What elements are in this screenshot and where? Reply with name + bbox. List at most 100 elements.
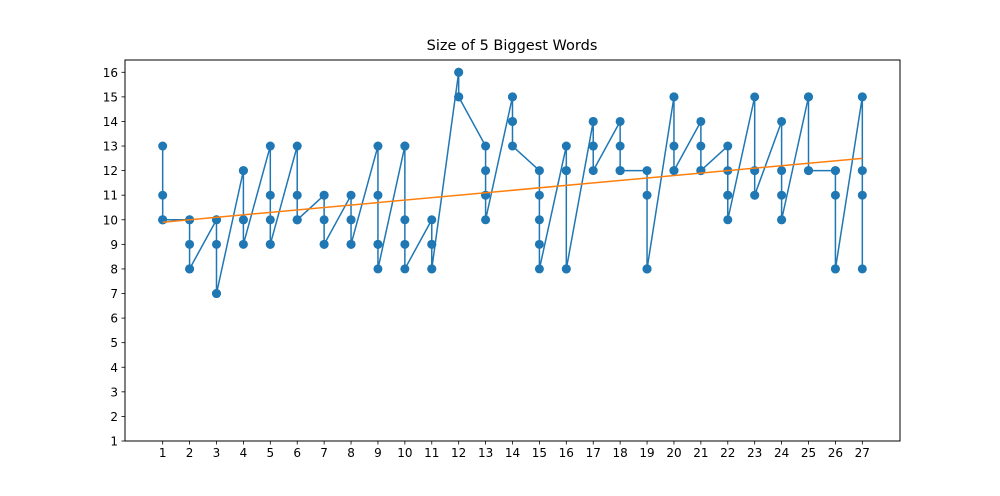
x-tick-label: 17 — [586, 446, 601, 460]
x-tick-label: 8 — [347, 446, 355, 460]
data-point — [588, 116, 598, 126]
data-point — [615, 116, 625, 126]
data-point — [561, 264, 571, 274]
data-point — [292, 141, 302, 151]
data-point — [508, 141, 517, 151]
x-tick-label: 26 — [828, 446, 843, 460]
data-point — [615, 141, 625, 151]
data-point — [292, 215, 302, 225]
x-tick-label: 22 — [720, 446, 735, 460]
x-tick-label: 6 — [293, 446, 301, 460]
data-point — [642, 166, 652, 176]
x-tick-label: 19 — [639, 446, 654, 460]
data-point — [830, 264, 840, 274]
y-tick-label: 5 — [110, 336, 118, 350]
data-point — [265, 141, 275, 151]
y-tick-label: 9 — [110, 238, 118, 252]
data-point — [238, 239, 248, 249]
data-point — [158, 141, 168, 151]
x-tick-label: 4 — [240, 446, 248, 460]
data-point — [642, 190, 652, 200]
x-tick-label: 18 — [612, 446, 627, 460]
data-point — [534, 190, 544, 200]
x-tick-label: 12 — [451, 446, 466, 460]
data-point — [696, 116, 706, 126]
data-point — [454, 67, 464, 77]
data-point — [777, 190, 787, 200]
data-point — [346, 239, 356, 249]
series-layer — [158, 67, 867, 299]
data-point — [777, 215, 787, 225]
data-point — [508, 116, 517, 126]
data-point — [508, 92, 517, 102]
data-point — [454, 92, 464, 102]
data-point — [615, 166, 625, 176]
data-point — [830, 190, 840, 200]
data-point — [211, 289, 221, 299]
x-tick-label: 24 — [774, 446, 789, 460]
x-tick-label: 5 — [266, 446, 274, 460]
data-point — [373, 190, 383, 200]
x-tick-label: 14 — [505, 446, 520, 460]
y-tick-label: 3 — [110, 385, 118, 399]
data-point — [588, 141, 598, 151]
data-point — [427, 264, 437, 274]
data-point — [400, 141, 410, 151]
data-point — [373, 141, 383, 151]
data-point — [481, 141, 491, 151]
x-tick-label: 15 — [532, 446, 547, 460]
data-point — [642, 264, 652, 274]
data-point — [373, 264, 383, 274]
data-point — [561, 166, 571, 176]
data-point — [265, 190, 275, 200]
y-tick-label: 1 — [110, 435, 118, 449]
x-axis: 1 2 3 4 5 6 7 8 9 10 11 12 13 14 15 16 17 18 19 20 21 22 23 24 2… — [159, 441, 870, 460]
data-point — [857, 92, 867, 102]
data-point — [185, 264, 195, 274]
data-point — [319, 239, 329, 249]
y-tick-label: 15 — [103, 90, 118, 104]
data-point — [561, 141, 571, 151]
data-point — [158, 190, 168, 200]
data-point — [373, 239, 383, 249]
data-point — [427, 239, 437, 249]
y-tick-label: 10 — [103, 213, 118, 227]
data-point — [750, 190, 760, 200]
data-point — [238, 215, 248, 225]
y-tick-label: 8 — [110, 262, 118, 276]
series-line-0 — [161, 71, 864, 295]
data-point — [669, 92, 679, 102]
y-tick-label: 14 — [103, 115, 118, 129]
data-point — [669, 141, 679, 151]
data-point — [723, 190, 733, 200]
chart-title: Size of 5 Biggest Words — [427, 38, 598, 54]
data-point — [211, 239, 221, 249]
data-point — [158, 215, 168, 225]
y-tick-label: 16 — [103, 66, 118, 80]
data-point — [777, 116, 787, 126]
data-point — [804, 166, 814, 176]
data-point — [669, 166, 679, 176]
x-tick-label: 16 — [559, 446, 574, 460]
x-tick-label: 13 — [478, 446, 493, 460]
data-point — [400, 239, 410, 249]
y-tick-label: 2 — [110, 410, 118, 424]
data-point — [696, 141, 706, 151]
data-point — [185, 239, 195, 249]
x-tick-label: 2 — [186, 446, 194, 460]
data-point — [588, 166, 598, 176]
data-point — [238, 166, 248, 176]
x-tick-label: 25 — [801, 446, 816, 460]
x-tick-label: 27 — [855, 446, 870, 460]
data-point — [481, 166, 491, 176]
data-point — [319, 215, 329, 225]
data-point — [777, 166, 787, 176]
data-point — [400, 215, 410, 225]
x-tick-label: 3 — [213, 446, 221, 460]
data-point — [723, 215, 733, 225]
data-point — [534, 239, 544, 249]
data-point — [265, 239, 275, 249]
data-point — [857, 190, 867, 200]
data-point — [265, 215, 275, 225]
y-tick-label: 6 — [110, 312, 118, 326]
